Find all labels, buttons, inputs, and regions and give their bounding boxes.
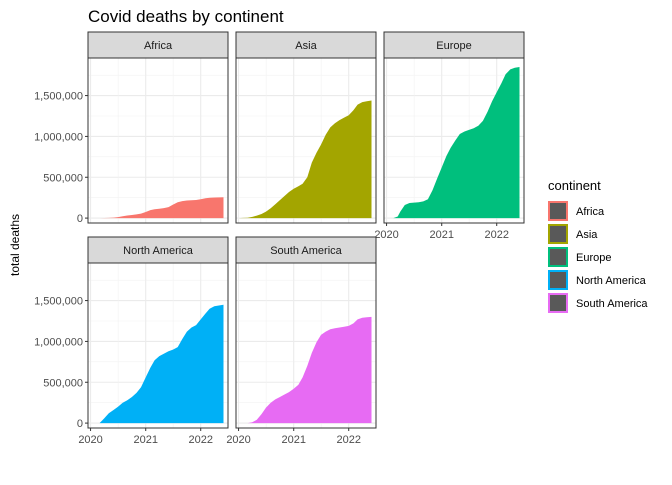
x-tick-label: 2020 [78, 434, 102, 446]
facet-label-africa: Africa [144, 40, 173, 52]
facet-label-europe: Europe [436, 40, 471, 52]
chart-title: Covid deaths by continent [88, 7, 284, 26]
legend-key-asia [548, 224, 568, 244]
area-asia [238, 100, 372, 219]
legend-key-north-america [548, 270, 568, 290]
y-tick-label: 1,500,000 [34, 296, 83, 308]
panel-border-north-america [87, 262, 229, 429]
area-europe [393, 67, 520, 219]
facet-strip-africa [87, 31, 229, 59]
panel-border-south-america [235, 262, 377, 429]
legend-title: continent [548, 178, 601, 193]
legend-label-africa: Africa [576, 206, 605, 218]
legend-label-south-america: South America [576, 298, 648, 310]
y-tick-label: 1,000,000 [34, 336, 83, 348]
legend-key-south-america [548, 293, 568, 313]
x-tick-label: 2020 [374, 229, 398, 241]
legend-label-asia: Asia [576, 229, 598, 241]
panel-border-asia [235, 57, 377, 224]
x-tick-label: 2021 [281, 434, 305, 446]
y-tick-label: 1,500,000 [34, 91, 83, 103]
y-axis-label: total deaths [8, 214, 22, 276]
x-tick-label: 2021 [429, 229, 453, 241]
panel-border-africa [87, 57, 229, 224]
facet-strip-north-america [87, 236, 229, 264]
legend-label-europe: Europe [576, 252, 611, 264]
facet-strip-south-america [235, 236, 377, 264]
legend-key-africa [548, 201, 568, 221]
y-tick-label: 0 [77, 213, 83, 225]
x-tick-label: 2021 [133, 434, 157, 446]
panel-bg-africa [88, 58, 228, 223]
x-tick-label: 2022 [484, 229, 508, 241]
area-north-america [99, 304, 224, 424]
y-tick-label: 1,000,000 [34, 131, 83, 143]
area-south-america [247, 316, 372, 424]
y-tick-label: 500,000 [43, 377, 83, 389]
panel-border-europe [383, 57, 525, 224]
facet-label-north-america: North America [123, 245, 194, 257]
y-tick-label: 0 [77, 418, 83, 430]
legend-key-europe [548, 247, 568, 267]
y-tick-label: 500,000 [43, 172, 83, 184]
x-tick-label: 2022 [188, 434, 212, 446]
facet-strip-europe [383, 31, 525, 59]
facet-label-south-america: South America [270, 245, 342, 257]
x-tick-label: 2020 [226, 434, 250, 446]
x-tick-label: 2022 [336, 434, 360, 446]
legend-label-north-america: North America [576, 275, 647, 287]
area-africa [97, 197, 224, 219]
facet-label-asia: Asia [295, 40, 317, 52]
